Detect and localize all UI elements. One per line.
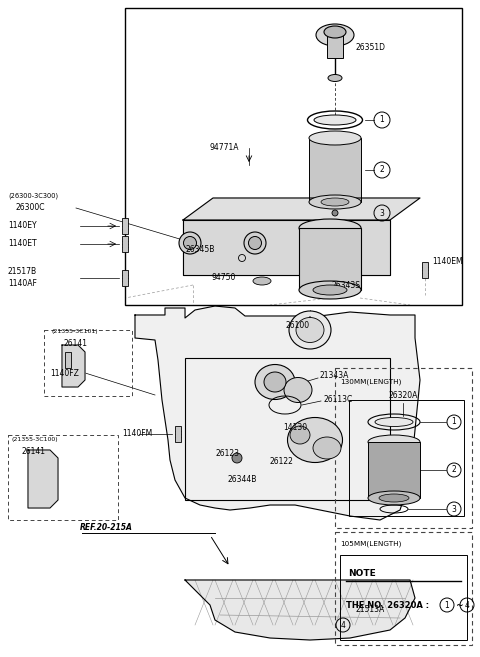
Text: (26300-3C300): (26300-3C300) (8, 193, 58, 199)
Ellipse shape (328, 74, 342, 81)
Text: THE NO. 26320A :: THE NO. 26320A : (346, 600, 432, 610)
Text: 26351D: 26351D (355, 43, 385, 53)
Text: REF.20-215A: REF.20-215A (80, 524, 133, 533)
Ellipse shape (375, 417, 413, 426)
Text: 1: 1 (380, 116, 384, 124)
Ellipse shape (313, 285, 347, 295)
Ellipse shape (288, 417, 343, 463)
Polygon shape (135, 306, 420, 520)
Ellipse shape (179, 232, 201, 254)
Bar (299, 228, 361, 290)
Text: 26320A: 26320A (388, 392, 418, 401)
Text: (21355-3C100): (21355-3C100) (12, 438, 59, 443)
Bar (335, 368, 472, 528)
Ellipse shape (368, 491, 420, 505)
Text: 21517B: 21517B (8, 267, 37, 277)
Text: 2: 2 (452, 466, 456, 474)
Text: 1: 1 (444, 600, 449, 610)
Ellipse shape (244, 232, 266, 254)
Bar (122, 270, 128, 286)
Ellipse shape (296, 317, 324, 342)
Text: 1140AF: 1140AF (8, 279, 37, 288)
Polygon shape (185, 580, 415, 640)
Text: 26100: 26100 (285, 321, 309, 330)
Ellipse shape (299, 219, 361, 237)
Text: NOTE: NOTE (348, 568, 376, 578)
Ellipse shape (379, 494, 409, 502)
Text: (21355-3C101): (21355-3C101) (52, 330, 98, 334)
Text: 26122: 26122 (270, 457, 294, 466)
Ellipse shape (321, 198, 349, 206)
Ellipse shape (290, 426, 310, 444)
Text: 1140EM: 1140EM (432, 258, 463, 267)
Bar (122, 236, 128, 252)
Polygon shape (183, 220, 390, 275)
Text: 26344B: 26344B (228, 476, 257, 484)
Bar (175, 426, 181, 442)
Bar (122, 218, 128, 234)
Bar (44, 330, 132, 396)
Ellipse shape (299, 281, 361, 299)
Text: 1140FZ: 1140FZ (50, 369, 79, 378)
Text: 14130: 14130 (283, 424, 307, 432)
Text: 4: 4 (341, 620, 346, 629)
Text: 21513A: 21513A (355, 606, 384, 614)
Bar (65, 352, 71, 368)
Bar (422, 262, 428, 278)
Text: 3: 3 (452, 505, 456, 514)
Text: 26141: 26141 (64, 338, 88, 348)
Ellipse shape (314, 115, 356, 125)
Ellipse shape (316, 24, 354, 46)
Polygon shape (183, 198, 420, 220)
Text: 1140ET: 1140ET (8, 240, 36, 248)
Ellipse shape (183, 237, 196, 250)
Ellipse shape (284, 378, 312, 403)
Ellipse shape (232, 453, 242, 463)
Bar (327, 35, 343, 58)
Text: 1: 1 (452, 417, 456, 426)
Bar (185, 358, 390, 500)
Text: 94750: 94750 (212, 273, 236, 283)
Text: 4: 4 (465, 600, 469, 610)
Bar (349, 400, 464, 516)
Text: ~: ~ (456, 600, 464, 610)
Bar (340, 555, 467, 640)
Text: 3: 3 (380, 208, 384, 217)
Ellipse shape (309, 195, 361, 209)
Polygon shape (62, 345, 85, 387)
Text: 2: 2 (380, 166, 384, 175)
Ellipse shape (264, 372, 286, 392)
Text: 1140FM: 1140FM (122, 430, 152, 438)
Bar (8, 435, 118, 520)
Text: 105MM(LENGTH): 105MM(LENGTH) (340, 541, 401, 547)
Ellipse shape (249, 237, 262, 250)
Bar (335, 532, 472, 645)
Ellipse shape (324, 26, 346, 38)
Bar (309, 138, 361, 202)
Text: 26343S: 26343S (332, 281, 361, 290)
Polygon shape (28, 450, 58, 508)
Text: 130MM(LENGTH): 130MM(LENGTH) (340, 378, 401, 385)
Text: 26113C: 26113C (323, 396, 352, 405)
Text: 21343A: 21343A (320, 371, 349, 380)
Ellipse shape (255, 365, 295, 399)
Text: 1140EY: 1140EY (8, 221, 36, 231)
Ellipse shape (332, 210, 338, 216)
Text: 26300C: 26300C (16, 204, 46, 212)
Ellipse shape (309, 131, 361, 145)
Ellipse shape (289, 311, 331, 349)
Bar (125, 8, 462, 305)
Text: 94771A: 94771A (210, 143, 240, 152)
Ellipse shape (313, 437, 341, 459)
Bar (368, 442, 420, 498)
Text: 26345B: 26345B (185, 246, 215, 254)
Text: 26141: 26141 (22, 447, 46, 457)
Ellipse shape (368, 435, 420, 449)
Text: 26123: 26123 (215, 449, 239, 457)
Ellipse shape (253, 277, 271, 285)
